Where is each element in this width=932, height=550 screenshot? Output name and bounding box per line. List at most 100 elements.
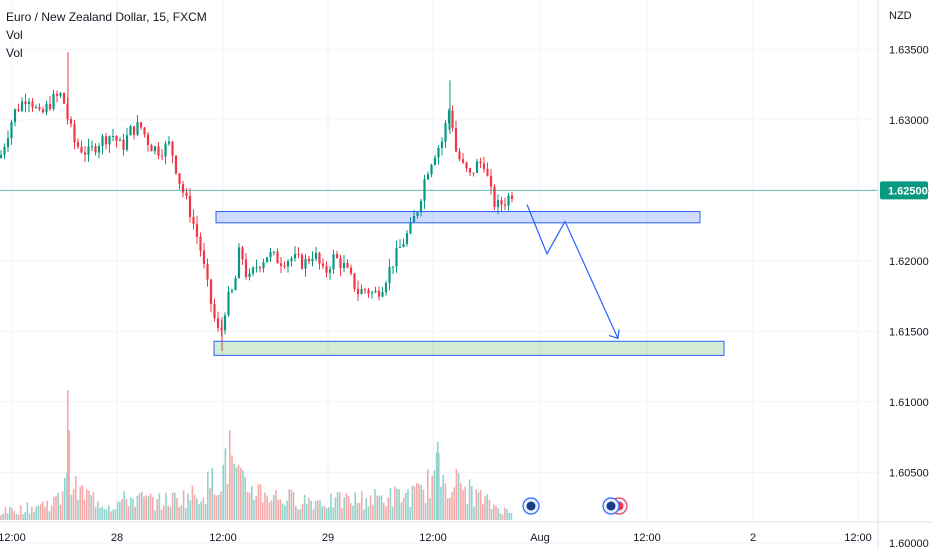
candle-body — [458, 151, 461, 160]
volume-bar — [449, 497, 451, 520]
candle-body — [195, 223, 199, 237]
volume-bar — [39, 504, 42, 520]
volume-bar — [222, 464, 224, 520]
candle-body — [122, 139, 125, 150]
candle-body — [90, 145, 94, 147]
time-axis-labels[interactable]: 12:00 28 12:00 29 12:00 Aug 12:00 2 12:00 — [0, 532, 872, 544]
candle-body — [13, 109, 17, 123]
candle-body — [297, 254, 300, 256]
volume-bar — [110, 511, 112, 520]
price-tick-label: 1.62000 — [889, 256, 929, 268]
volume-bar — [64, 477, 66, 520]
candle-body — [356, 288, 360, 295]
candle-body — [125, 135, 129, 150]
candle-body — [479, 161, 482, 164]
candle-body — [276, 251, 279, 264]
candle-body — [269, 251, 272, 258]
currency-label: NZD — [889, 10, 912, 22]
volume-bar — [310, 500, 312, 520]
volume-bar — [248, 492, 251, 520]
volume-bar — [471, 486, 473, 520]
volume-bar — [251, 485, 253, 520]
candle-body — [363, 289, 367, 291]
candle-body — [489, 175, 493, 187]
volume-bar — [9, 506, 11, 520]
candle-body — [314, 252, 318, 259]
volume-bar — [358, 503, 361, 520]
volume-bar — [400, 502, 403, 520]
candle-body — [451, 110, 454, 129]
volume-bar — [233, 463, 235, 520]
time-tick-label: 12:00 — [419, 532, 447, 544]
candle-body — [234, 278, 237, 291]
volume-bar — [488, 499, 491, 520]
volume-bar — [341, 508, 343, 520]
volume-bar — [306, 503, 308, 520]
volume-bar — [387, 497, 389, 520]
volume-bar — [174, 492, 176, 520]
volume-bar — [15, 513, 18, 520]
candle-body — [461, 159, 465, 163]
volume-bar — [20, 505, 22, 520]
volume-bar — [440, 486, 442, 520]
volume-bar — [31, 506, 33, 520]
candle-body — [76, 142, 80, 147]
support-zone[interactable] — [213, 340, 725, 356]
candle-body — [202, 250, 206, 264]
resistance-zone[interactable] — [215, 211, 701, 224]
candle-body — [405, 233, 409, 245]
candle-body — [251, 267, 255, 274]
volume-bar — [437, 442, 439, 520]
time-tick-label: 2 — [750, 532, 756, 544]
volume-bar — [482, 504, 484, 520]
volume-bar — [508, 512, 510, 520]
legend-volume-2[interactable]: Vol — [6, 46, 23, 60]
volume-bar — [464, 486, 466, 520]
volume-bar — [44, 507, 46, 520]
candle-body — [227, 291, 230, 316]
volume-bar — [130, 497, 132, 520]
price-tick-label: 1.63500 — [889, 44, 929, 56]
volume-bar — [77, 499, 79, 520]
candle-body — [374, 290, 377, 293]
legend-volume-1[interactable]: Vol — [6, 28, 23, 42]
event-icons[interactable] — [522, 497, 628, 515]
candle-body — [472, 172, 475, 174]
candle-body — [55, 93, 59, 96]
candle-body — [391, 266, 395, 268]
volume-bar — [253, 499, 255, 520]
candle-body — [339, 258, 342, 269]
volume-bar — [501, 514, 504, 520]
volume-bar — [246, 491, 249, 520]
volume-bar — [442, 474, 444, 520]
volume-bar — [121, 499, 123, 520]
candle-body — [272, 251, 276, 253]
volume-bar — [141, 491, 143, 520]
candle-body — [475, 161, 479, 173]
candle-body — [118, 139, 122, 141]
candle-body — [73, 123, 76, 143]
volume-bar — [99, 507, 101, 520]
volume-bar — [185, 508, 187, 520]
volume-bar — [116, 501, 119, 520]
candle-body — [412, 216, 416, 223]
candle-body — [181, 184, 185, 193]
legend-title[interactable]: Euro / New Zealand Dollar, 15, FXCM — [6, 10, 207, 24]
volume-bar — [240, 467, 242, 520]
volume-bar — [284, 505, 286, 520]
volume-bar — [385, 506, 387, 520]
volume-bar — [81, 485, 84, 520]
volume-bar — [163, 505, 165, 520]
volume-bar — [378, 495, 381, 520]
volume-bar — [108, 505, 110, 520]
volume-bar — [266, 495, 268, 520]
price-axis-labels[interactable]: 1.63500 1.63000 1.62500 1.62000 1.61500 1.610… — [889, 44, 929, 550]
candle-body — [262, 262, 265, 269]
volume-bar — [75, 476, 77, 520]
volume-bar — [37, 505, 40, 520]
candle-body — [115, 136, 118, 141]
candle-body — [52, 93, 55, 109]
volume-bar — [473, 506, 475, 520]
projection-arrow-path[interactable] — [526, 204, 619, 339]
